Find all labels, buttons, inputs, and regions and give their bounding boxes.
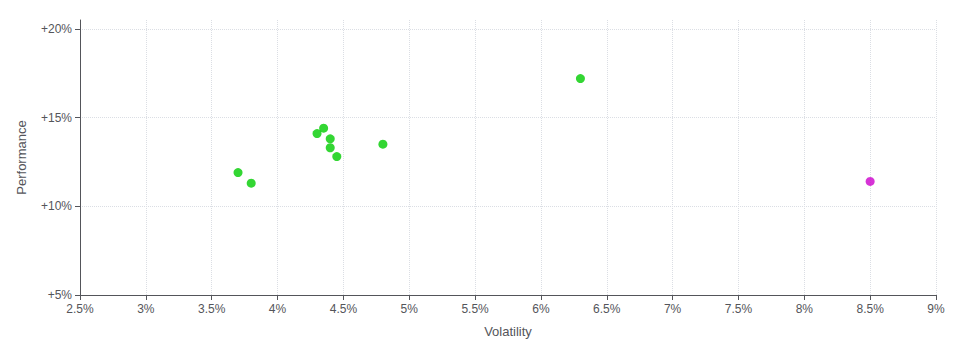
svg-text:7.5%: 7.5% bbox=[725, 302, 753, 316]
svg-text:2.5%: 2.5% bbox=[66, 302, 94, 316]
svg-text:8.5%: 8.5% bbox=[856, 302, 884, 316]
svg-text:4%: 4% bbox=[269, 302, 287, 316]
svg-text:7%: 7% bbox=[664, 302, 682, 316]
svg-text:3.5%: 3.5% bbox=[198, 302, 226, 316]
svg-text:Performance: Performance bbox=[14, 120, 29, 194]
svg-text:6.5%: 6.5% bbox=[593, 302, 621, 316]
svg-text:9%: 9% bbox=[927, 302, 945, 316]
svg-text:4.5%: 4.5% bbox=[330, 302, 358, 316]
svg-text:+20%: +20% bbox=[41, 22, 72, 36]
svg-text:5%: 5% bbox=[401, 302, 419, 316]
svg-text:6%: 6% bbox=[532, 302, 550, 316]
svg-text:Volatility: Volatility bbox=[484, 324, 532, 339]
svg-text:+15%: +15% bbox=[41, 111, 72, 125]
svg-text:3%: 3% bbox=[137, 302, 155, 316]
svg-text:+5%: +5% bbox=[48, 288, 73, 302]
svg-text:+10%: +10% bbox=[41, 199, 72, 213]
svg-text:5.5%: 5.5% bbox=[461, 302, 489, 316]
svg-text:8%: 8% bbox=[796, 302, 814, 316]
